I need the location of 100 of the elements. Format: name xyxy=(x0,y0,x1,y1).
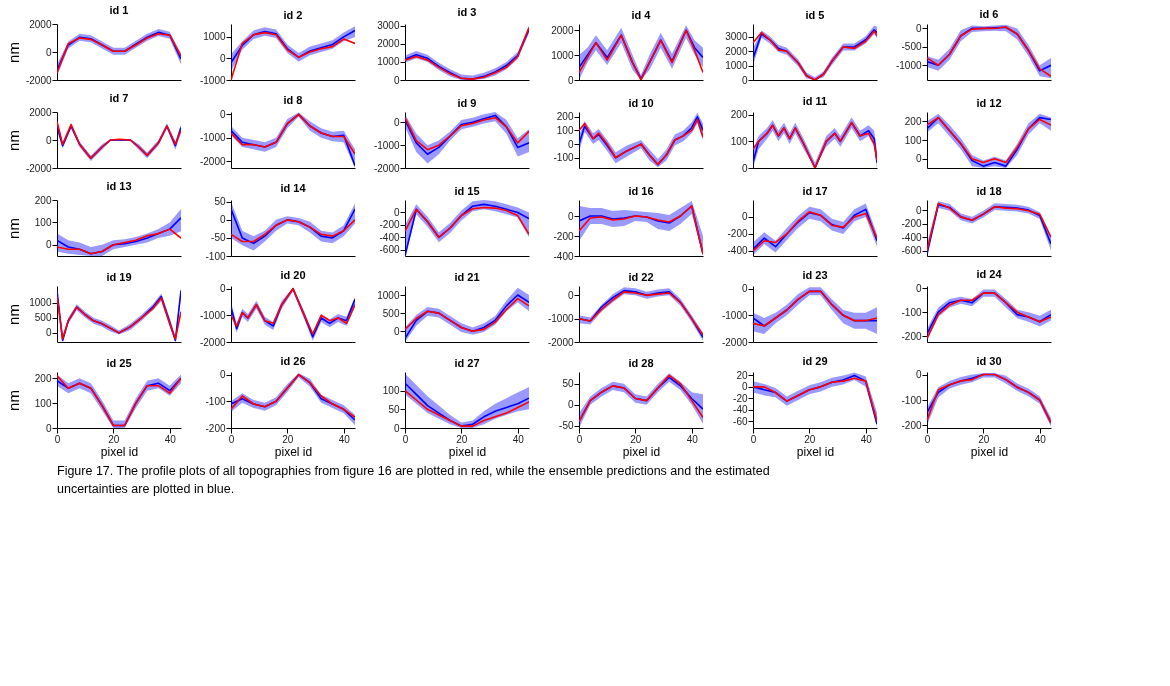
chart-title: id 23 xyxy=(802,268,828,281)
chart-title: id 3 xyxy=(457,5,477,18)
x-tick-label: 40 xyxy=(1034,433,1047,445)
chart-title: id 10 xyxy=(628,96,654,109)
chart-title: id 19 xyxy=(106,271,132,283)
x-tick-label: 20 xyxy=(282,433,294,445)
y-tick-label: 0 xyxy=(219,108,226,120)
y-tick-label: 50 xyxy=(562,378,574,390)
y-tick-label: 50 xyxy=(214,196,226,208)
y-tick-label: -400 xyxy=(379,231,400,243)
y-tick-label: 1000 xyxy=(551,49,574,61)
y-tick-label: 200 xyxy=(556,111,574,123)
y-axis-title: nm xyxy=(4,218,22,239)
y-axis-title: nm xyxy=(4,130,22,151)
y-axis-title: nm xyxy=(4,42,22,63)
x-axis-title: pixel id xyxy=(622,444,661,459)
x-axis-title: pixel id xyxy=(970,444,1009,459)
chart-title: id 9 xyxy=(457,97,477,109)
y-tick-label: 0 xyxy=(567,289,574,301)
x-tick-label: 20 xyxy=(456,433,468,445)
y-tick-label: 0 xyxy=(45,239,52,251)
y-tick-label: -400 xyxy=(553,250,574,262)
y-tick-label: 0 xyxy=(915,369,922,381)
chart-title: id 20 xyxy=(280,268,306,281)
y-tick-label: -2000 xyxy=(547,336,574,348)
y-tick-label: 0 xyxy=(567,399,574,411)
y-tick-label: 0 xyxy=(741,283,748,295)
chart-title: id 15 xyxy=(454,185,480,197)
y-tick-label: -2000 xyxy=(25,162,52,174)
y-tick-label: 50 xyxy=(388,403,400,415)
y-tick-label: -50 xyxy=(211,232,226,244)
y-tick-label: -50 xyxy=(559,420,574,432)
y-tick-label: -100 xyxy=(901,306,922,318)
y-tick-label: 200 xyxy=(904,115,922,127)
x-tick-label: 20 xyxy=(804,433,816,445)
y-tick-label: 0 xyxy=(915,282,922,294)
y-tick-label: -1000 xyxy=(199,132,226,144)
y-tick-label: -100 xyxy=(205,250,226,262)
x-tick-label: 0 xyxy=(750,433,757,445)
y-tick-label: 0 xyxy=(915,204,922,216)
y-tick-label: 0 xyxy=(915,153,922,165)
x-tick-label: 40 xyxy=(512,433,525,445)
chart-title: id 5 xyxy=(805,9,825,21)
x-axis-title: pixel id xyxy=(796,444,835,459)
chart-title: id 26 xyxy=(280,354,306,367)
chart-title: id 16 xyxy=(628,185,654,197)
y-tick-label: -600 xyxy=(901,245,922,257)
y-tick-label: -200 xyxy=(901,330,922,342)
x-tick-label: 0 xyxy=(576,433,583,445)
y-tick-label: 1000 xyxy=(725,60,748,72)
caption: Figure 17. The profile plots of all topographies from figure 16 are plotted in red, while the ensemble predictions and the estimated uncertainties are plotted in blue. xyxy=(57,464,770,496)
y-tick-label: 0 xyxy=(567,210,574,222)
y-tick-label: 100 xyxy=(34,397,52,409)
y-tick-label: 0 xyxy=(393,74,400,86)
y-tick-label: 0 xyxy=(393,116,400,128)
y-tick-label: -2000 xyxy=(199,155,226,167)
y-tick-label: -1000 xyxy=(721,309,748,321)
y-tick-label: 100 xyxy=(34,216,52,228)
y-tick-label: 1000 xyxy=(377,289,400,301)
y-tick-label: 500 xyxy=(382,307,400,319)
chart-title: id 7 xyxy=(109,92,129,104)
y-tick-label: -200 xyxy=(901,419,922,431)
x-tick-label: 40 xyxy=(164,433,177,445)
chart-title: id 2 xyxy=(283,9,303,21)
x-axis-title: pixel id xyxy=(448,444,487,459)
y-tick-label: -40 xyxy=(733,404,748,416)
y-tick-label: -100 xyxy=(901,394,922,406)
x-axis-title: pixel id xyxy=(274,444,313,459)
y-tick-label: -2000 xyxy=(373,162,400,174)
y-tick-label: 0 xyxy=(45,134,52,146)
x-tick-label: 20 xyxy=(630,433,642,445)
y-axis-title: nm xyxy=(4,304,22,325)
y-tick-label: 0 xyxy=(393,206,400,218)
y-tick-label: -400 xyxy=(727,245,748,257)
chart-title: id 28 xyxy=(628,357,654,369)
y-tick-label: 0 xyxy=(741,211,748,223)
y-tick-label: 2000 xyxy=(725,45,748,57)
y-tick-label: 0 xyxy=(45,46,52,58)
y-tick-label: 100 xyxy=(382,385,400,397)
chart-title: id 18 xyxy=(976,185,1002,197)
chart-title: id 6 xyxy=(979,8,999,21)
y-tick-label: 20 xyxy=(736,369,748,381)
y-tick-label: -400 xyxy=(901,231,922,243)
y-tick-label: -200 xyxy=(901,218,922,230)
y-tick-label: 100 xyxy=(904,134,922,146)
y-tick-label: -100 xyxy=(205,395,226,407)
y-tick-label: 0 xyxy=(741,162,748,174)
x-tick-label: 40 xyxy=(860,433,873,445)
chart-title: id 24 xyxy=(976,268,1003,281)
chart-title: id 14 xyxy=(280,181,307,194)
chart-title: id 4 xyxy=(631,9,652,21)
y-tick-label: 500 xyxy=(34,312,52,324)
y-tick-label: -1000 xyxy=(547,313,574,325)
y-tick-label: 2000 xyxy=(377,38,400,50)
y-tick-label: 200 xyxy=(730,109,748,121)
y-tick-label: 0 xyxy=(393,422,400,434)
y-tick-label: -200 xyxy=(379,219,400,231)
chart-title: id 27 xyxy=(454,357,480,369)
y-tick-label: 3000 xyxy=(377,20,400,32)
y-tick-label: -600 xyxy=(379,244,400,256)
